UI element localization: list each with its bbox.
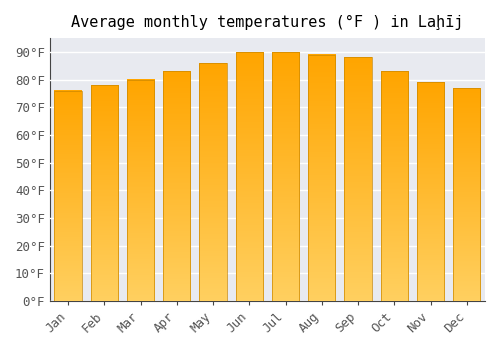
Bar [127, 79, 154, 301]
Bar [272, 52, 299, 301]
Bar [417, 82, 444, 301]
Title: Average monthly temperatures (°F ) in Laḩīj: Average monthly temperatures (°F ) in La… [71, 15, 464, 30]
Bar [380, 71, 408, 301]
Bar [163, 71, 190, 301]
Bar [236, 52, 263, 301]
Bar [308, 55, 336, 301]
Bar [200, 63, 226, 301]
Bar [54, 91, 82, 301]
Bar [90, 85, 118, 301]
Bar [344, 57, 372, 301]
Bar [454, 88, 480, 301]
